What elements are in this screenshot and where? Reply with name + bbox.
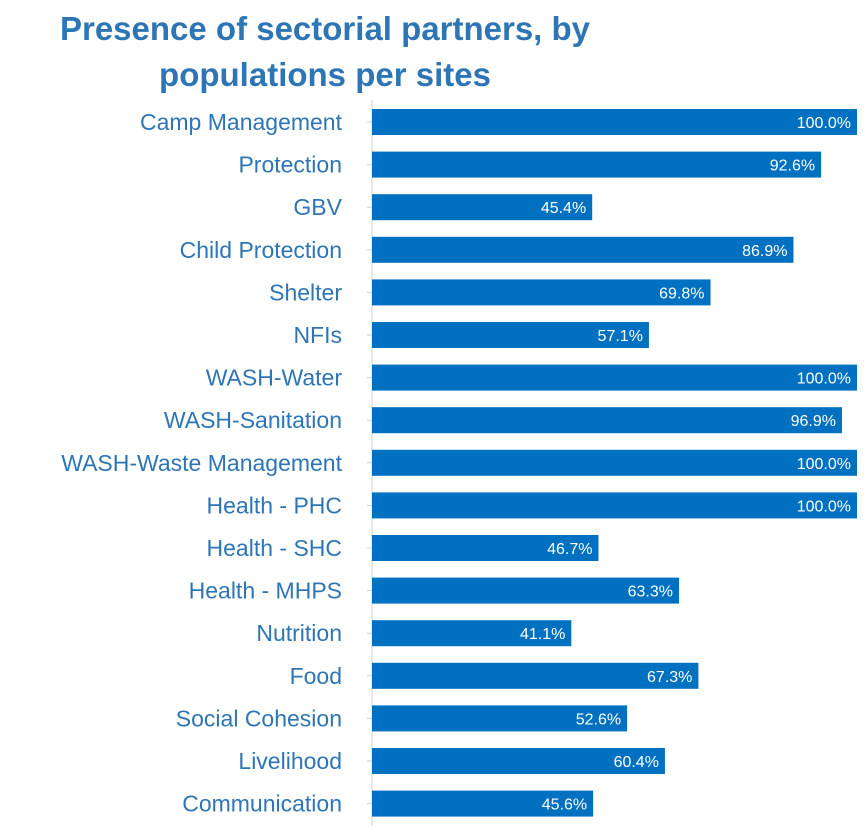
bar [372,790,594,817]
category-label: Health - SHC [207,535,342,561]
category-label: Livelihood [238,748,342,774]
category-label: Nutrition [256,620,342,646]
value-label: 52.6% [576,711,621,728]
bar [372,109,857,135]
value-label: 100.0% [797,115,851,132]
category-label: Communication [182,791,342,817]
bar [372,364,857,391]
category-label: Camp Management [140,109,343,135]
category-label: WASH-Waste Management [61,450,342,476]
value-label: 100.0% [797,456,851,473]
bar [372,449,857,476]
bar [372,535,599,561]
bar [372,577,680,604]
bar [372,662,699,689]
category-label: Child Protection [180,237,342,263]
bar [372,407,842,434]
value-label: 92.6% [770,158,815,175]
value-label: 69.8% [659,285,704,302]
category-label: Health - PHC [207,492,342,518]
value-label: 96.9% [791,413,836,430]
category-label: Shelter [269,279,342,305]
bar [372,620,572,647]
value-label: 63.3% [628,584,673,601]
category-label: WASH-Sanitation [164,407,342,433]
value-label: 86.9% [742,243,787,260]
value-label: 45.6% [542,797,587,814]
bar [372,705,628,732]
category-label: Food [290,663,342,689]
chart-title: Presence of sectorial partners, by popul… [0,6,650,98]
bar [372,236,794,263]
value-label: 60.4% [614,754,659,771]
value-label: 67.3% [647,669,692,686]
value-label: 46.7% [547,541,592,558]
category-label: Social Cohesion [176,705,342,731]
value-label: 100.0% [797,498,851,515]
bar [372,194,593,221]
category-label: GBV [293,194,342,220]
bar [372,322,649,348]
value-label: 41.1% [520,626,565,643]
category-label: NFIs [293,322,342,348]
value-label: 57.1% [598,328,643,345]
category-label: Health - MHPS [189,578,342,604]
bar [372,151,822,178]
bar [372,492,857,519]
value-label: 45.4% [541,200,586,217]
category-label: Protection [238,152,342,178]
chart-title-line-1: Presence of sectorial partners, by [59,10,591,47]
bar [372,748,665,774]
category-label: WASH-Water [206,365,343,391]
chart-title-line-2: populations per sites [159,56,491,93]
value-label: 100.0% [797,371,851,388]
bar [372,279,711,306]
